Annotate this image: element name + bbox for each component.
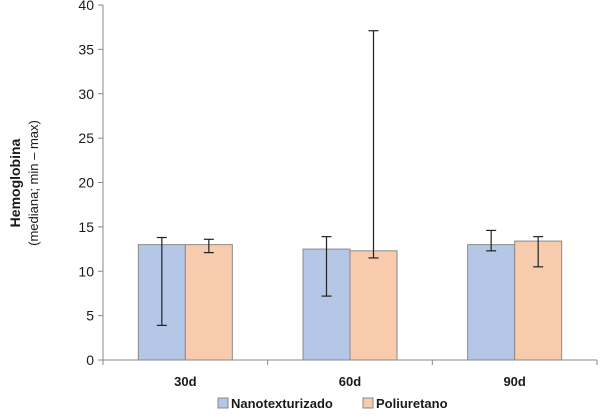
y-tick-label: 20	[78, 175, 94, 191]
y-tick-label: 10	[78, 263, 94, 279]
legend: Nanotexturizado Poliuretano	[217, 396, 448, 411]
legend-label-poliuretano: Poliuretano	[376, 396, 448, 411]
bars-layer	[137, 240, 563, 361]
legend-label-nanotexturizado: Nanotexturizado	[231, 396, 333, 411]
legend-swatch-nanotexturizado	[217, 397, 229, 409]
y-tick-label: 30	[78, 86, 94, 102]
y-tick-label: 0	[86, 352, 94, 368]
x-axis: 30d 60d 90d	[174, 374, 526, 389]
legend-swatch-poliuretano	[362, 397, 374, 409]
bar-poliuretano-60d	[349, 250, 398, 361]
bar-nanotexturizado-90d	[467, 244, 516, 361]
y-axis-label-group: Hemoglobina (mediana; min – max)	[7, 120, 41, 246]
x-tick-label: 60d	[339, 374, 361, 389]
y-tick-label: 40	[78, 0, 94, 13]
y-tick-label: 5	[86, 308, 94, 324]
y-tick-label: 15	[78, 219, 94, 235]
x-tick-label: 30d	[174, 374, 196, 389]
y-axis-title: Hemoglobina	[7, 138, 23, 227]
x-tick-label: 90d	[503, 374, 525, 389]
y-axis: 0 5 10 15 20 25 30 35 40	[78, 0, 103, 368]
y-tick-label: 35	[78, 41, 94, 57]
y-axis-subtitle: (mediana; min – max)	[26, 120, 41, 246]
bar-poliuretano-30d	[184, 244, 233, 361]
error-bars-layer	[156, 30, 544, 326]
y-tick-label: 25	[78, 130, 94, 146]
axes-layer	[102, 5, 598, 365]
